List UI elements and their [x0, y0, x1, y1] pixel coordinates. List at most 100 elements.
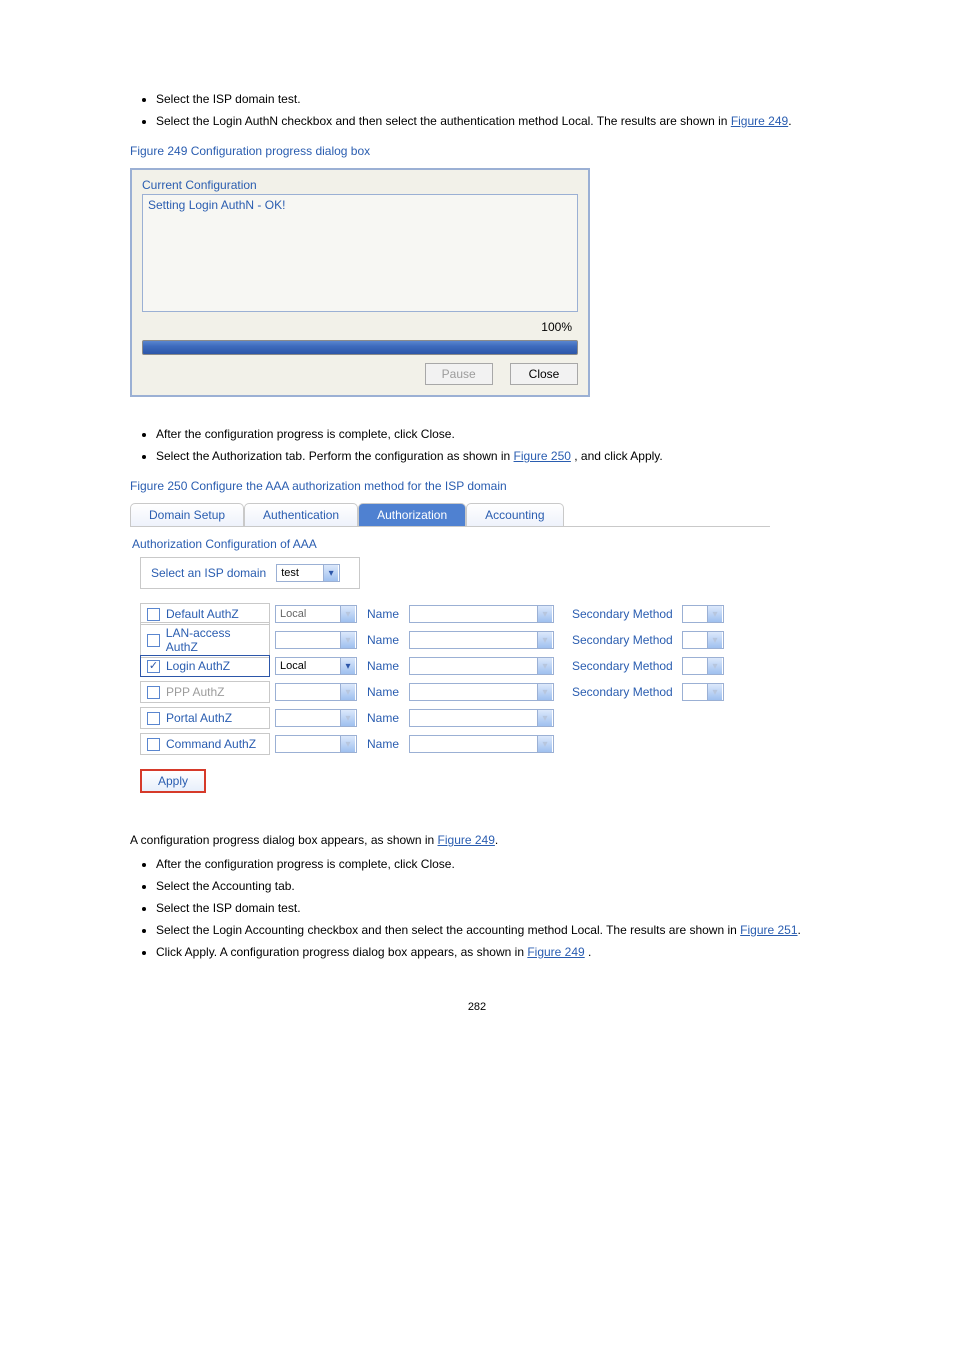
name-label: Name	[367, 607, 409, 621]
chevron-down-icon: ▾	[707, 684, 722, 700]
method-select: ▾	[275, 709, 357, 727]
authz-row: Command AuthZ ▾ Name ▾	[140, 731, 770, 757]
authz-label: Login AuthZ	[166, 659, 230, 673]
checkbox-icon	[147, 634, 160, 647]
name-label: Name	[367, 737, 409, 751]
chevron-down-icon: ▾	[537, 606, 552, 622]
authz-label: Default AuthZ	[166, 607, 239, 621]
chevron-down-icon: ▾	[537, 658, 552, 674]
authz-row: Login AuthZ Local▾ Name ▾ Secondary Method ▾	[140, 653, 770, 679]
chevron-down-icon: ▾	[537, 710, 552, 726]
checkbox-icon	[147, 608, 160, 621]
chevron-down-icon: ▾	[340, 632, 355, 648]
authz-label: LAN-access AuthZ	[166, 626, 263, 654]
chevron-down-icon: ▾	[537, 632, 552, 648]
secondary-method-label: Secondary Method	[572, 607, 682, 621]
chevron-down-icon: ▾	[340, 684, 355, 700]
authz-row: Portal AuthZ ▾ Name ▾	[140, 705, 770, 731]
method-select: ▾	[275, 631, 357, 649]
secondary-method-select: ▾	[682, 657, 724, 675]
secondary-method-label: Secondary Method	[572, 685, 682, 699]
step-item: Select the Accounting tab.	[156, 877, 824, 895]
chevron-down-icon: ▾	[340, 710, 355, 726]
section-title: Authorization Configuration of AAA	[132, 537, 770, 551]
checkbox-icon	[147, 686, 160, 699]
method-select: Local▾	[275, 605, 357, 623]
checkbox-icon	[147, 660, 160, 673]
name-label: Name	[367, 633, 409, 647]
step-item: Select the ISP domain test.	[156, 899, 824, 917]
apply-button[interactable]: Apply	[140, 769, 206, 793]
step-item: After the configuration progress is comp…	[156, 855, 824, 873]
step-item: Select the ISP domain test.	[156, 90, 824, 108]
progress-bar	[142, 340, 578, 355]
authz-row: PPP AuthZ ▾ Name ▾ Secondary Method ▾	[140, 679, 770, 705]
secondary-method-select: ▾	[682, 631, 724, 649]
name-label: Name	[367, 659, 409, 673]
chevron-down-icon: ▾	[707, 606, 722, 622]
chevron-down-icon: ▾	[537, 736, 552, 752]
chevron-down-icon: ▾	[323, 565, 338, 581]
authz-checkbox-cell[interactable]: Command AuthZ	[140, 733, 270, 755]
authorization-pane: Domain Setup Authentication Authorizatio…	[130, 503, 770, 793]
name-select: ▾	[409, 605, 554, 623]
chevron-down-icon: ▾	[537, 684, 552, 700]
chevron-down-icon: ▾	[340, 658, 355, 674]
chevron-down-icon: ▾	[707, 632, 722, 648]
figure-link[interactable]: Figure 249	[731, 114, 788, 128]
authz-checkbox-cell[interactable]: PPP AuthZ	[140, 681, 270, 703]
method-select: ▾	[275, 683, 357, 701]
isp-domain-select[interactable]: test ▾	[276, 564, 340, 582]
figure-caption: Figure 249 Configuration progress dialog…	[130, 144, 824, 158]
chevron-down-icon: ▾	[707, 658, 722, 674]
isp-domain-row: Select an ISP domain test ▾	[140, 557, 360, 589]
figure-link[interactable]: Figure 251	[740, 923, 797, 937]
step-item: Select the Login Accounting checkbox and…	[156, 921, 824, 939]
authz-checkbox-cell[interactable]: Portal AuthZ	[140, 707, 270, 729]
name-label: Name	[367, 711, 409, 725]
dialog-title: Current Configuration	[142, 178, 578, 192]
progress-percent: 100%	[142, 318, 578, 340]
authz-checkbox-cell[interactable]: Login AuthZ	[140, 655, 270, 677]
authz-row: LAN-access AuthZ ▾ Name ▾ Secondary Method ▾	[140, 627, 770, 653]
figure-link[interactable]: Figure 249	[527, 945, 584, 959]
progress-dialog: Current Configuration Setting Login Auth…	[130, 168, 590, 397]
step-item: Select the Authorization tab. Perform th…	[156, 447, 824, 465]
authz-table: Default AuthZ Local▾ Name ▾ Secondary Method…	[140, 601, 770, 757]
figure-link[interactable]: Figure 249	[438, 833, 495, 847]
authz-checkbox-cell[interactable]: LAN-access AuthZ	[140, 622, 270, 658]
name-select: ▾	[409, 735, 554, 753]
step-item: After the configuration progress is comp…	[156, 425, 824, 443]
step-item: Click Apply. A configuration progress di…	[156, 943, 824, 961]
secondary-method-label: Secondary Method	[572, 659, 682, 673]
tab-authentication[interactable]: Authentication	[244, 503, 358, 526]
tab-domain-setup[interactable]: Domain Setup	[130, 503, 244, 526]
log-textarea: Setting Login AuthN - OK!	[142, 194, 578, 312]
authz-label: Command AuthZ	[166, 737, 256, 751]
name-label: Name	[367, 685, 409, 699]
name-select: ▾	[409, 709, 554, 727]
step-item: Select the Login AuthN checkbox and then…	[156, 112, 824, 130]
checkbox-icon	[147, 712, 160, 725]
page-number: 282	[130, 1001, 824, 1013]
authz-label: PPP AuthZ	[166, 685, 224, 699]
tab-authorization[interactable]: Authorization	[358, 503, 466, 526]
name-select: ▾	[409, 657, 554, 675]
isp-domain-label: Select an ISP domain	[151, 566, 266, 580]
close-button[interactable]: Close	[510, 363, 578, 385]
name-select: ▾	[409, 683, 554, 701]
secondary-method-label: Secondary Method	[572, 633, 682, 647]
secondary-method-select: ▾	[682, 605, 724, 623]
tab-accounting[interactable]: Accounting	[466, 503, 563, 526]
method-select[interactable]: Local▾	[275, 657, 357, 675]
tab-strip: Domain Setup Authentication Authorizatio…	[130, 503, 770, 527]
figure-link[interactable]: Figure 250	[514, 449, 571, 463]
figure-caption: Figure 250 Configure the AAA authorizati…	[130, 479, 824, 493]
chevron-down-icon: ▾	[340, 736, 355, 752]
step-list-bottom: After the configuration progress is comp…	[130, 855, 824, 961]
pause-button[interactable]: Pause	[425, 363, 493, 385]
checkbox-icon	[147, 738, 160, 751]
step-list-mid: After the configuration progress is comp…	[130, 425, 824, 465]
chevron-down-icon: ▾	[340, 606, 355, 622]
name-select: ▾	[409, 631, 554, 649]
